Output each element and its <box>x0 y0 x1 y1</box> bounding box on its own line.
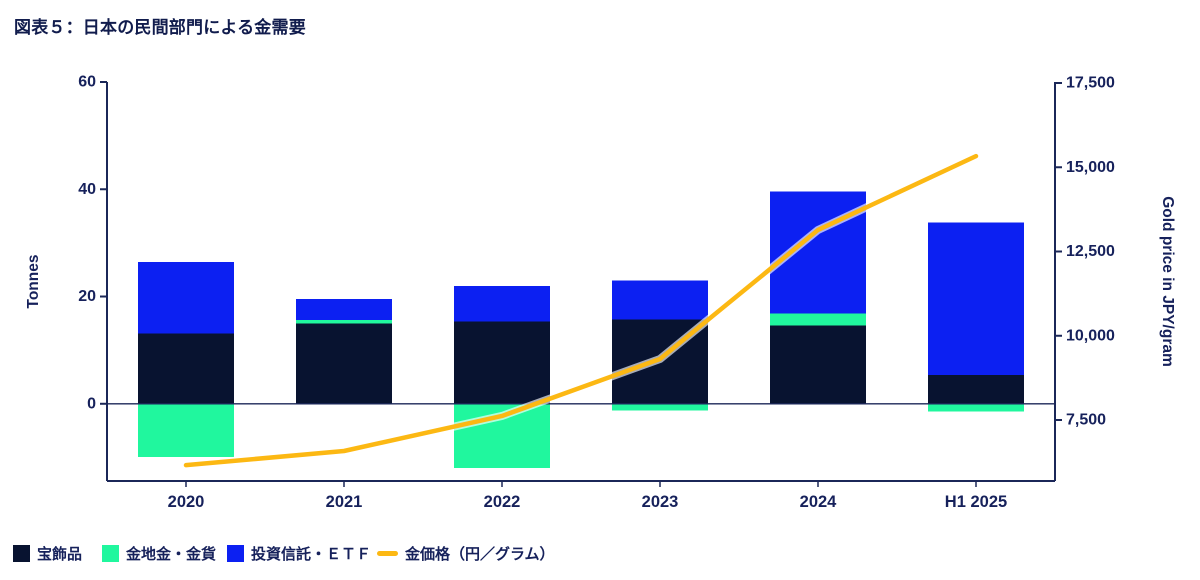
bar-segment-2024 <box>770 313 866 326</box>
legend-item-gold-price: 金価格（円／グラム） <box>377 542 555 564</box>
x-axis-label: 2022 <box>484 493 521 511</box>
left-axis-tick-label: 40 <box>78 181 96 198</box>
left-axis-tick-label: 0 <box>87 395 96 412</box>
legend-label-etf: 投資信託・ＥＴＦ <box>251 545 372 563</box>
bar-segment-2023 <box>612 403 708 411</box>
bar-segment-2023 <box>612 280 708 320</box>
bar-segment-2021 <box>296 320 392 324</box>
gold-price-line <box>183 153 979 468</box>
legend-swatch-bars-coins <box>102 544 119 562</box>
x-axis-label: 2023 <box>642 493 679 511</box>
bar-segment-H1 2025 <box>928 222 1024 375</box>
bar-segment-2022 <box>454 285 550 322</box>
bar-segment-2021 <box>296 323 392 404</box>
legend-label-bars-coins: 金地金・金貨 <box>126 545 217 563</box>
right-axis-title: Gold price in JPY/gram <box>1159 196 1176 367</box>
bar-segment-2024 <box>770 325 866 404</box>
bar-segment-2022 <box>454 321 550 404</box>
legend-item-bars-coins: 金地金・金貨 <box>102 542 216 564</box>
legend-label-gold-price: 金価格（円／グラム） <box>405 545 555 563</box>
left-axis-title: Tonnes <box>25 255 42 309</box>
left-axis-tick-label: 60 <box>78 74 96 91</box>
right-axis-tick-label: 10,000 <box>1066 327 1115 344</box>
right-axis-tick-label: 7,500 <box>1066 412 1106 429</box>
x-axis-label: 2024 <box>800 493 838 511</box>
x-axis-label: H1 2025 <box>945 493 1007 511</box>
legend-swatch-gold-price-line <box>377 550 398 556</box>
legend-label-jewellery: 宝飾品 <box>37 545 83 563</box>
chart-canvas: 0 20 40 60 7,500 10,000 12,500 15,000 17,500 2020… <box>25 74 1176 512</box>
x-axis-label: 2021 <box>326 493 363 511</box>
chart-title: 図表５：日本の民間部門による金需要 <box>14 18 306 37</box>
right-axis-tick-label: 15,000 <box>1066 159 1115 176</box>
bar-segment-2021 <box>296 299 392 321</box>
legend-item-jewellery: 宝飾品 <box>13 542 82 564</box>
left-axis-tick-label: 20 <box>78 288 96 305</box>
bar-segment-H1 2025 <box>928 403 1024 412</box>
legend-swatch-etf <box>227 544 244 562</box>
legend-swatch-jewellery <box>13 544 30 562</box>
chart-legend: 宝飾品 金地金・金貨 投資信託・ＥＴＦ 金価格（円／グラム） <box>0 542 1200 568</box>
right-axis-tick-label: 12,500 <box>1066 243 1115 260</box>
right-axis-tick-label: 17,500 <box>1066 75 1115 92</box>
x-axis-label: 2020 <box>168 493 205 511</box>
legend-item-etf: 投資信託・ＥＴＦ <box>227 542 371 564</box>
bar-segment-2020 <box>138 333 234 404</box>
bar-segment-H1 2025 <box>928 374 1024 404</box>
bar-segment-2020 <box>138 262 234 334</box>
bar-segment-2020 <box>138 403 234 457</box>
